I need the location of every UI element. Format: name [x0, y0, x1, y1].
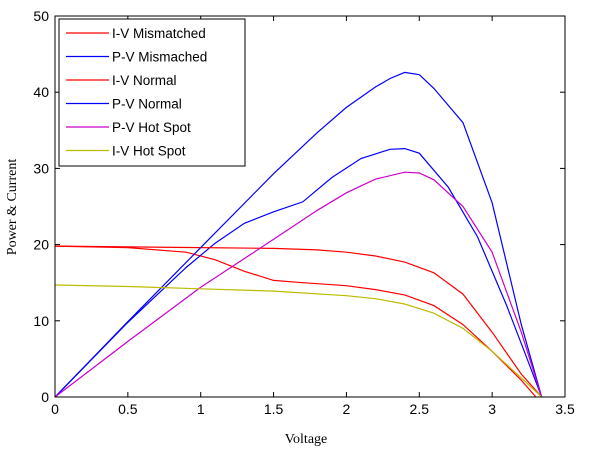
y-tick-label: 10: [33, 313, 49, 329]
x-tick-label: 1.5: [264, 401, 284, 417]
x-tick-label: 1: [197, 401, 205, 417]
legend-label: P-V Mismached: [112, 50, 207, 65]
series-line-1: [54, 245, 537, 398]
series-line-4: [54, 71, 543, 398]
y-tick-label: 40: [33, 84, 49, 100]
series-line-5: [54, 171, 543, 398]
y-tick-label: 0: [41, 389, 49, 405]
legend-box: [58, 18, 246, 167]
legend-label: P-V Hot Spot: [112, 120, 191, 135]
axes-box: [54, 15, 566, 398]
legend-label: I-V Normal: [112, 73, 177, 88]
x-tick-label: 2.5: [410, 401, 430, 417]
y-axis-title: Power & Current: [5, 159, 20, 256]
x-tick-label: 0: [51, 401, 59, 417]
x-axis-title: Voltage: [285, 432, 328, 447]
x-tick-label: 3: [488, 401, 496, 417]
legend: I-V Mismatched P-V Mismached I-V Normal P-V…: [58, 18, 246, 167]
legend-label: I-V Hot Spot: [112, 144, 186, 159]
x-tick-label: 2: [343, 401, 351, 417]
y-tick-label: 50: [33, 8, 49, 24]
y-tick-label: 20: [33, 237, 49, 253]
axes: 0 0.5 1 1.5 2 2.5 3 3.5 0 10 20 30 40 50: [33, 8, 575, 417]
plot-area: [54, 71, 543, 398]
legend-label: P-V Normal: [112, 97, 182, 112]
series-line-6: [54, 284, 543, 398]
series-line-2: [54, 147, 543, 398]
x-tick-label: 0.5: [118, 401, 138, 417]
x-tick-label: 3.5: [555, 401, 575, 417]
y-tick-label: 30: [33, 160, 49, 176]
legend-label: I-V Mismatched: [112, 26, 206, 41]
